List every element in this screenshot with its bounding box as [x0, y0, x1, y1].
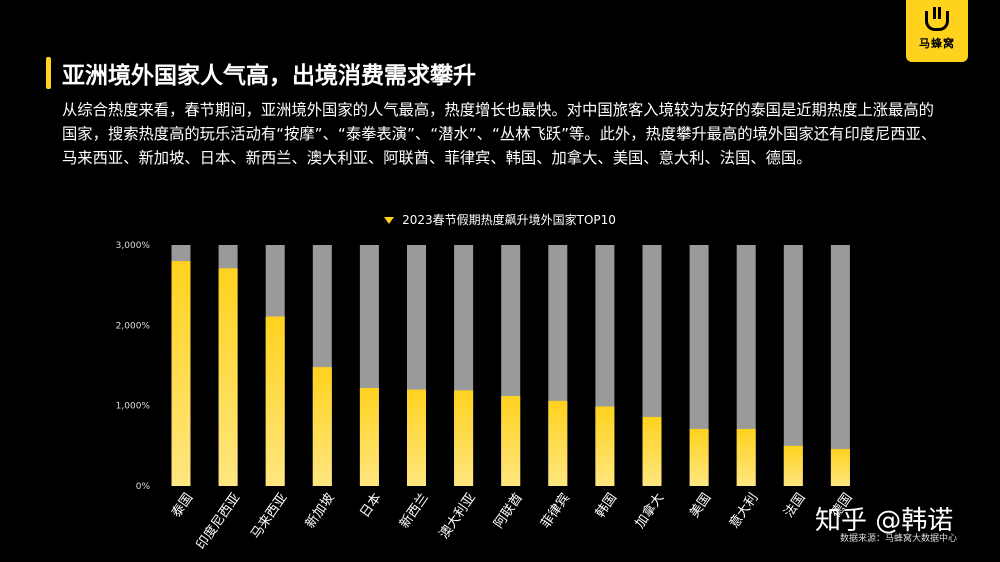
bar [548, 400, 568, 486]
bar-track [830, 245, 850, 486]
bar-track [783, 245, 803, 486]
title-accent-bar [46, 57, 51, 89]
bar [642, 416, 662, 486]
x-tick-label: 泰国 [169, 491, 196, 521]
bar [689, 428, 709, 486]
x-tick-label: 新西兰 [396, 490, 431, 531]
x-tick-label: 菲律宾 [538, 490, 573, 531]
bar [501, 396, 521, 486]
x-tick-label: 日本 [357, 491, 384, 521]
y-tick-label: 3,000% [116, 241, 151, 251]
x-tick-label: 新加坡 [302, 490, 337, 531]
x-tick-label: 阿联酋 [490, 490, 525, 531]
chart-legend: 2023春节假期热度飙升境外国家TOP10 [0, 211, 1000, 228]
x-tick-label: 加拿大 [632, 490, 667, 531]
bar [736, 428, 756, 486]
brand-name: 马蜂窝 [919, 37, 955, 50]
bar [312, 367, 332, 486]
bar [359, 387, 379, 486]
page-title: 亚洲境外国家人气高，出境消费需求攀升 [62, 63, 476, 89]
y-tick-label: 1,000% [116, 402, 151, 412]
x-tick-label: 美国 [687, 491, 714, 521]
x-tick-label: 韩国 [593, 491, 620, 521]
bar [454, 390, 474, 486]
data-source: 数据来源：马蜂窝大数据中心 [840, 534, 958, 544]
y-tick-label: 2,000% [116, 321, 151, 331]
x-tick-label: 马来西亚 [248, 491, 290, 542]
bar [407, 389, 426, 486]
bar [783, 445, 803, 486]
body-paragraph: 从综合热度来看，春节期间，亚洲境外国家的人气最高，热度增长也最快。对中国旅客入境… [62, 101, 937, 167]
y-tick-label: 0% [136, 482, 151, 492]
chart-title: 2023春节假期热度飙升境外国家TOP10 [402, 213, 616, 227]
bar [830, 449, 850, 486]
legend-marker-icon [384, 217, 395, 224]
bar [218, 268, 238, 486]
x-tick-label: 意大利 [726, 490, 761, 531]
watermark: 知乎 @韩诺 [815, 506, 954, 536]
brand-logo: 马蜂窝 [906, 0, 968, 62]
bar-track [689, 245, 709, 486]
bar-track [736, 245, 756, 486]
bar [595, 406, 615, 486]
bar [171, 261, 191, 486]
x-tick-label: 法国 [781, 491, 808, 521]
bar [265, 316, 285, 486]
mafengwo-logo-icon [925, 7, 949, 31]
x-tick-label: 澳大利亚 [436, 490, 479, 542]
x-tick-label: 印度尼西亚 [193, 490, 243, 552]
